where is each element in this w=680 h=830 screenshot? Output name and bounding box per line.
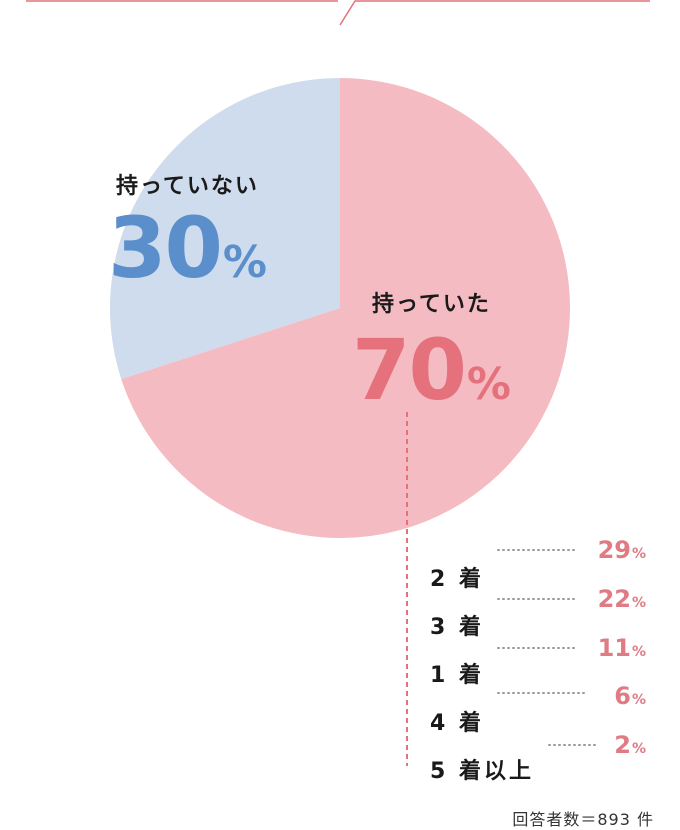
breakdown-number: 6: [614, 682, 631, 710]
breakdown-number: 29: [597, 536, 631, 564]
breakdown-label: 3 着: [430, 615, 484, 640]
breakdown-percent-sign: %: [631, 644, 646, 660]
header-rule: [26, 0, 650, 26]
breakdown-label: 2 着: [430, 567, 484, 592]
slice-value-not-have: 30: [108, 199, 223, 297]
breakdown-value: 6%: [614, 682, 646, 710]
header-bracket-line: [26, 0, 650, 26]
slice-value-have: 70: [352, 321, 467, 419]
breakdown-percent-sign: %: [631, 595, 646, 611]
pie-slice-not-have: [109, 78, 340, 380]
respondent-count: 回答者数＝893 件: [512, 810, 654, 829]
breakdown-percent-sign: %: [631, 692, 646, 708]
breakdown-leader-dots: [497, 549, 599, 746]
slice-percent-have: 70%: [352, 328, 511, 412]
percent-sign-not-have: %: [222, 237, 267, 288]
breakdown-value: 29%: [598, 536, 646, 564]
breakdown-value: 2%: [614, 731, 646, 759]
percent-sign-have: %: [466, 359, 511, 410]
breakdown-label: 4 着: [430, 711, 484, 736]
breakdown-percent-sign: %: [631, 546, 646, 562]
pie-slice-have: [121, 78, 570, 538]
breakdown-number: 2: [614, 731, 631, 759]
breakdown-value: 11%: [598, 634, 646, 662]
slice-label-have: 持っていた: [372, 292, 491, 317]
breakdown-value: 22%: [598, 585, 646, 613]
breakdown-number: 22: [597, 585, 631, 613]
breakdown-label: 5 着以上: [430, 759, 534, 784]
breakdown-label: 1 着: [430, 663, 484, 688]
breakdown-number: 11: [597, 634, 631, 662]
pie-slices: [109, 78, 570, 538]
breakdown-percent-sign: %: [631, 741, 646, 757]
slice-percent-not-have: 30%: [108, 206, 267, 290]
slice-label-not-have: 持っていない: [116, 174, 259, 199]
